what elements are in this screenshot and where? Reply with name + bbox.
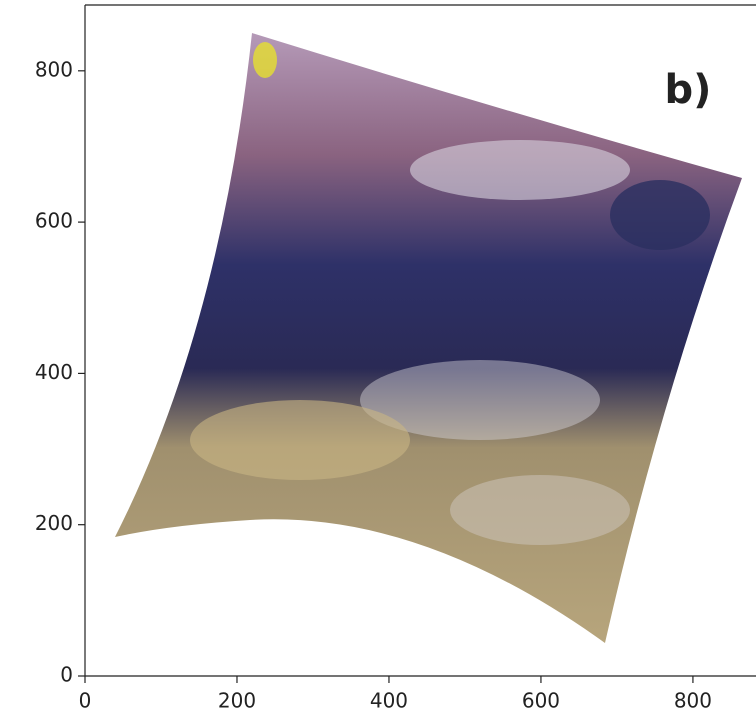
marker bbox=[253, 42, 277, 78]
x-tick-label: 600 bbox=[522, 689, 560, 713]
x-tick-label: 800 bbox=[674, 689, 712, 713]
cloud bbox=[410, 140, 630, 200]
sea bbox=[610, 180, 710, 250]
panel-label: b) bbox=[665, 67, 712, 113]
y-tick-label: 800 bbox=[35, 57, 73, 81]
satellite-image bbox=[115, 33, 742, 643]
desert bbox=[190, 400, 410, 480]
cloud bbox=[450, 475, 630, 545]
y-tick-label: 400 bbox=[35, 360, 73, 384]
x-tick-label: 400 bbox=[370, 689, 408, 713]
y-tick-label: 600 bbox=[35, 209, 73, 233]
y-tick-label: 200 bbox=[35, 511, 73, 535]
y-tick-label: 0 bbox=[60, 663, 73, 687]
x-tick-label: 200 bbox=[218, 689, 256, 713]
cloud bbox=[360, 360, 600, 440]
image-area bbox=[115, 33, 742, 643]
x-tick-label: 0 bbox=[79, 689, 92, 713]
